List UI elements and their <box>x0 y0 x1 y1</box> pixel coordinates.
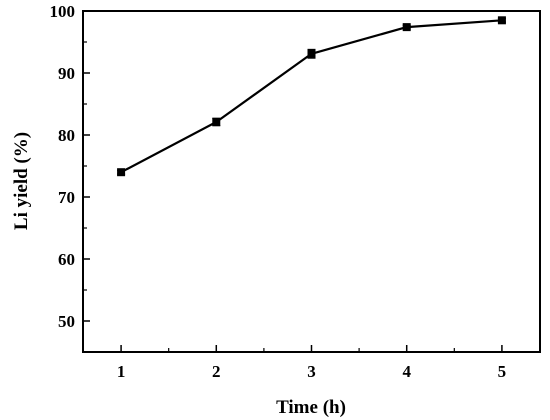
y-axis-label: Li yield (%) <box>11 132 32 230</box>
y-tick-label: 60 <box>58 250 75 269</box>
data-point <box>117 168 126 177</box>
x-tick-label: 4 <box>402 362 411 381</box>
y-tick-label: 50 <box>58 312 75 331</box>
x-tick-label: 1 <box>117 362 126 381</box>
plot-frame <box>82 10 541 353</box>
y-tick-label: 70 <box>58 188 75 207</box>
x-tick-label: 2 <box>212 362 221 381</box>
x-tick-label: 5 <box>498 362 507 381</box>
series-layer <box>117 16 506 177</box>
series-line <box>120 19 502 174</box>
x-axis: 1 2 3 4 5 <box>117 345 506 381</box>
data-point <box>402 23 411 32</box>
data-point <box>307 49 316 58</box>
y-axis: 50 60 70 80 90 100 <box>50 2 90 331</box>
x-tick-label: 3 <box>307 362 316 381</box>
data-point <box>497 16 506 25</box>
y-tick-label: 80 <box>58 126 75 145</box>
x-axis-label: Time (h) <box>276 397 346 418</box>
data-point <box>212 117 221 126</box>
y-tick-label: 90 <box>58 64 75 83</box>
y-tick-label: 100 <box>50 2 76 21</box>
